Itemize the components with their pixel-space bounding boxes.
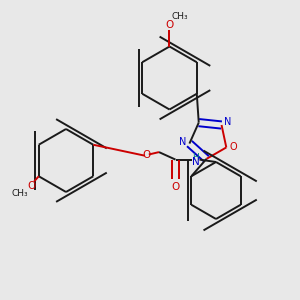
Text: O: O (165, 20, 174, 30)
Text: N: N (192, 157, 200, 167)
Text: N: N (179, 137, 187, 147)
Text: O: O (27, 181, 35, 191)
Text: O: O (171, 182, 180, 192)
Text: O: O (229, 142, 237, 152)
Text: N: N (224, 117, 232, 127)
Text: O: O (142, 149, 151, 160)
Text: CH₃: CH₃ (11, 189, 28, 198)
Text: CH₃: CH₃ (172, 12, 188, 21)
Text: H: H (192, 153, 199, 162)
